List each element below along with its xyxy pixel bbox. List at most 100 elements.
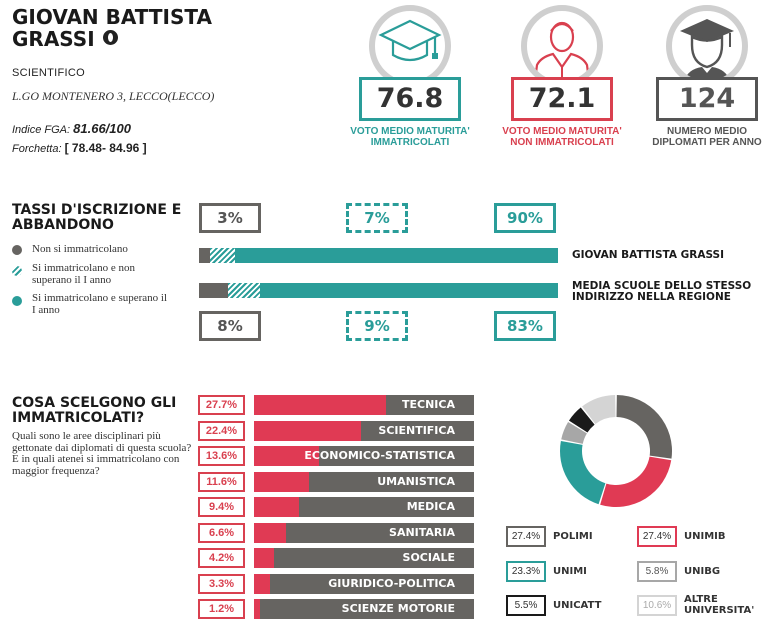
person-icon xyxy=(533,21,591,81)
category-bar: SANITARIA xyxy=(254,523,474,543)
category-bar-fill xyxy=(254,472,309,492)
fga-index: Indice FGA: 81.66/100 xyxy=(12,121,131,136)
category-bar: ECONOMICO-STATISTICA xyxy=(254,446,474,466)
category-bar: SCIENZE MOTORIE xyxy=(254,599,474,619)
region-continue-pct: 83% xyxy=(494,311,556,341)
donut-slice-polimi xyxy=(616,395,672,459)
region-bar-label: MEDIA SCUOLE DELLO STESSO INDIRIZZO NELL… xyxy=(572,280,752,303)
school-name-text: GIOVAN BATTISTA GRASSI xyxy=(12,5,212,51)
graduation-cap-icon xyxy=(378,19,442,62)
kpi-caption: VOTO MEDIO MATURITA' NON IMMATRICOLATI xyxy=(502,126,622,148)
choices-question: Quali sono le aree disciplinari più gett… xyxy=(12,430,192,477)
bar-segment-dropout xyxy=(210,248,235,263)
hatched-dot-icon xyxy=(12,266,22,276)
kpi-value-box: 76.8 xyxy=(359,77,461,121)
category-bar-fill xyxy=(254,523,286,543)
kpi-circle xyxy=(369,5,451,87)
university-pct: 23.3% xyxy=(506,561,546,582)
category-name: UMANISTICA xyxy=(377,475,455,488)
legend-dropout: Si immatricolano e non superano il I ann… xyxy=(12,262,192,290)
legend-label: Si immatricolano e non superano il I ann… xyxy=(32,262,135,286)
legend-not-enrolled: Non si immatricolano xyxy=(12,243,192,257)
region-not-enrolled-pct: 8% xyxy=(199,311,261,341)
category-bar-fill xyxy=(254,548,274,568)
category-bar: SCIENTIFICA xyxy=(254,421,474,441)
kpi-value-box: 124 xyxy=(656,77,758,121)
category-name: GIURIDICO-POLITICA xyxy=(328,577,455,590)
category-bar: MEDICA xyxy=(254,497,474,517)
kpi-numero-diplomati: 124 NUMERO MEDIO DIPLOMATI PER ANNO xyxy=(642,5,767,155)
category-bar: SOCIALE xyxy=(254,548,474,568)
donut-slice-unimib xyxy=(600,456,672,507)
fga-label: Indice FGA: xyxy=(12,124,71,136)
school-type: SCIENTIFICO xyxy=(12,67,85,79)
category-bar-fill xyxy=(254,421,361,441)
legend-continue: Si immatricolano e superano il I anno xyxy=(12,292,192,320)
category-pct: 11.6% xyxy=(198,472,245,492)
category-bar-fill xyxy=(254,446,319,466)
bar-segment-dropout xyxy=(228,283,260,298)
donut-slice-unicatt xyxy=(568,407,595,433)
graduate-icon xyxy=(680,19,734,81)
legend-label: Non si immatricolano xyxy=(32,243,128,255)
category-name: MEDICA xyxy=(406,500,455,513)
university-name: UNICATT xyxy=(553,600,602,611)
school-address: L.GO MONTENERO 3, LECCO(LECCO) xyxy=(12,89,215,103)
kpi-caption: VOTO MEDIO MATURITA' IMMATRICOLATI xyxy=(350,126,470,148)
university-pct: 5.5% xyxy=(506,595,546,616)
university-name: UNIMIB xyxy=(684,531,726,542)
category-bar-fill xyxy=(254,599,260,619)
category-bar-fill xyxy=(254,497,299,517)
bar-segment-continue xyxy=(235,248,558,263)
bar-segment-not-enrolled xyxy=(199,283,228,298)
category-pct: 3.3% xyxy=(198,574,245,594)
donut-slice-unimi xyxy=(560,440,606,505)
kpi-voto-immatricolati: 76.8 VOTO MEDIO MATURITA' IMMATRICOLATI xyxy=(345,5,475,155)
range-value: [ 78.48- 84.96 ] xyxy=(64,141,147,155)
legend-label: Si immatricolano e superano il I anno xyxy=(32,292,168,316)
globe-icon[interactable] xyxy=(102,30,118,45)
category-pct: 13.6% xyxy=(198,446,245,466)
university-donut-chart xyxy=(560,395,672,507)
university-name: POLIMI xyxy=(553,531,593,542)
kpi-voto-non-immatricolati: 72.1 VOTO MEDIO MATURITA' NON IMMATRICOL… xyxy=(497,5,627,155)
fga-range: Forchetta: [ 78.48- 84.96 ] xyxy=(12,141,147,155)
kpi-value-box: 72.1 xyxy=(511,77,613,121)
range-label: Forchetta: xyxy=(12,143,62,155)
choices-title: COSA SCELGONO GLI IMMATRICOLATI? xyxy=(12,395,177,426)
category-bar: UMANISTICA xyxy=(254,472,474,492)
category-bar-fill xyxy=(254,574,270,594)
bar-segment-not-enrolled xyxy=(199,248,210,263)
category-bar: TECNICA xyxy=(254,395,474,415)
category-name: TECNICA xyxy=(402,398,455,411)
category-name: SANITARIA xyxy=(389,526,455,539)
kpi-circle xyxy=(521,5,603,87)
kpi-circle xyxy=(666,5,748,87)
solid-dot-icon xyxy=(12,296,22,306)
school-bar-label: GIOVAN BATTISTA GRASSI xyxy=(572,249,725,261)
university-pct: 10.6% xyxy=(637,595,677,616)
category-name: ECONOMICO-STATISTICA xyxy=(304,449,455,462)
category-pct: 4.2% xyxy=(198,548,245,568)
university-pct: 27.4% xyxy=(637,526,677,547)
university-pct: 5.8% xyxy=(637,561,677,582)
fga-value: 81.66/100 xyxy=(73,121,131,136)
category-pct: 27.7% xyxy=(198,395,245,415)
school-dropout-pct: 7% xyxy=(346,203,408,233)
enrollment-title: TASSI D'ISCRIZIONE E ABBANDONO xyxy=(12,202,182,233)
school-enrollment-bar xyxy=(199,248,558,263)
category-pct: 6.6% xyxy=(198,523,245,543)
school-not-enrolled-pct: 3% xyxy=(199,203,261,233)
school-continue-pct: 90% xyxy=(494,203,556,233)
school-name: GIOVAN BATTISTA GRASSI xyxy=(12,6,232,50)
university-pct: 27.4% xyxy=(506,526,546,547)
university-name: UNIBG xyxy=(684,566,721,577)
category-bar: GIURIDICO-POLITICA xyxy=(254,574,474,594)
university-name: ALTRE UNIVERSITA' xyxy=(684,594,755,616)
category-pct: 22.4% xyxy=(198,421,245,441)
category-name: SCIENZE MOTORIE xyxy=(341,602,455,615)
category-bar-fill xyxy=(254,395,386,415)
category-pct: 1.2% xyxy=(198,599,245,619)
kpi-caption: NUMERO MEDIO DIPLOMATI PER ANNO xyxy=(652,126,762,148)
region-enrollment-bar xyxy=(199,283,558,298)
